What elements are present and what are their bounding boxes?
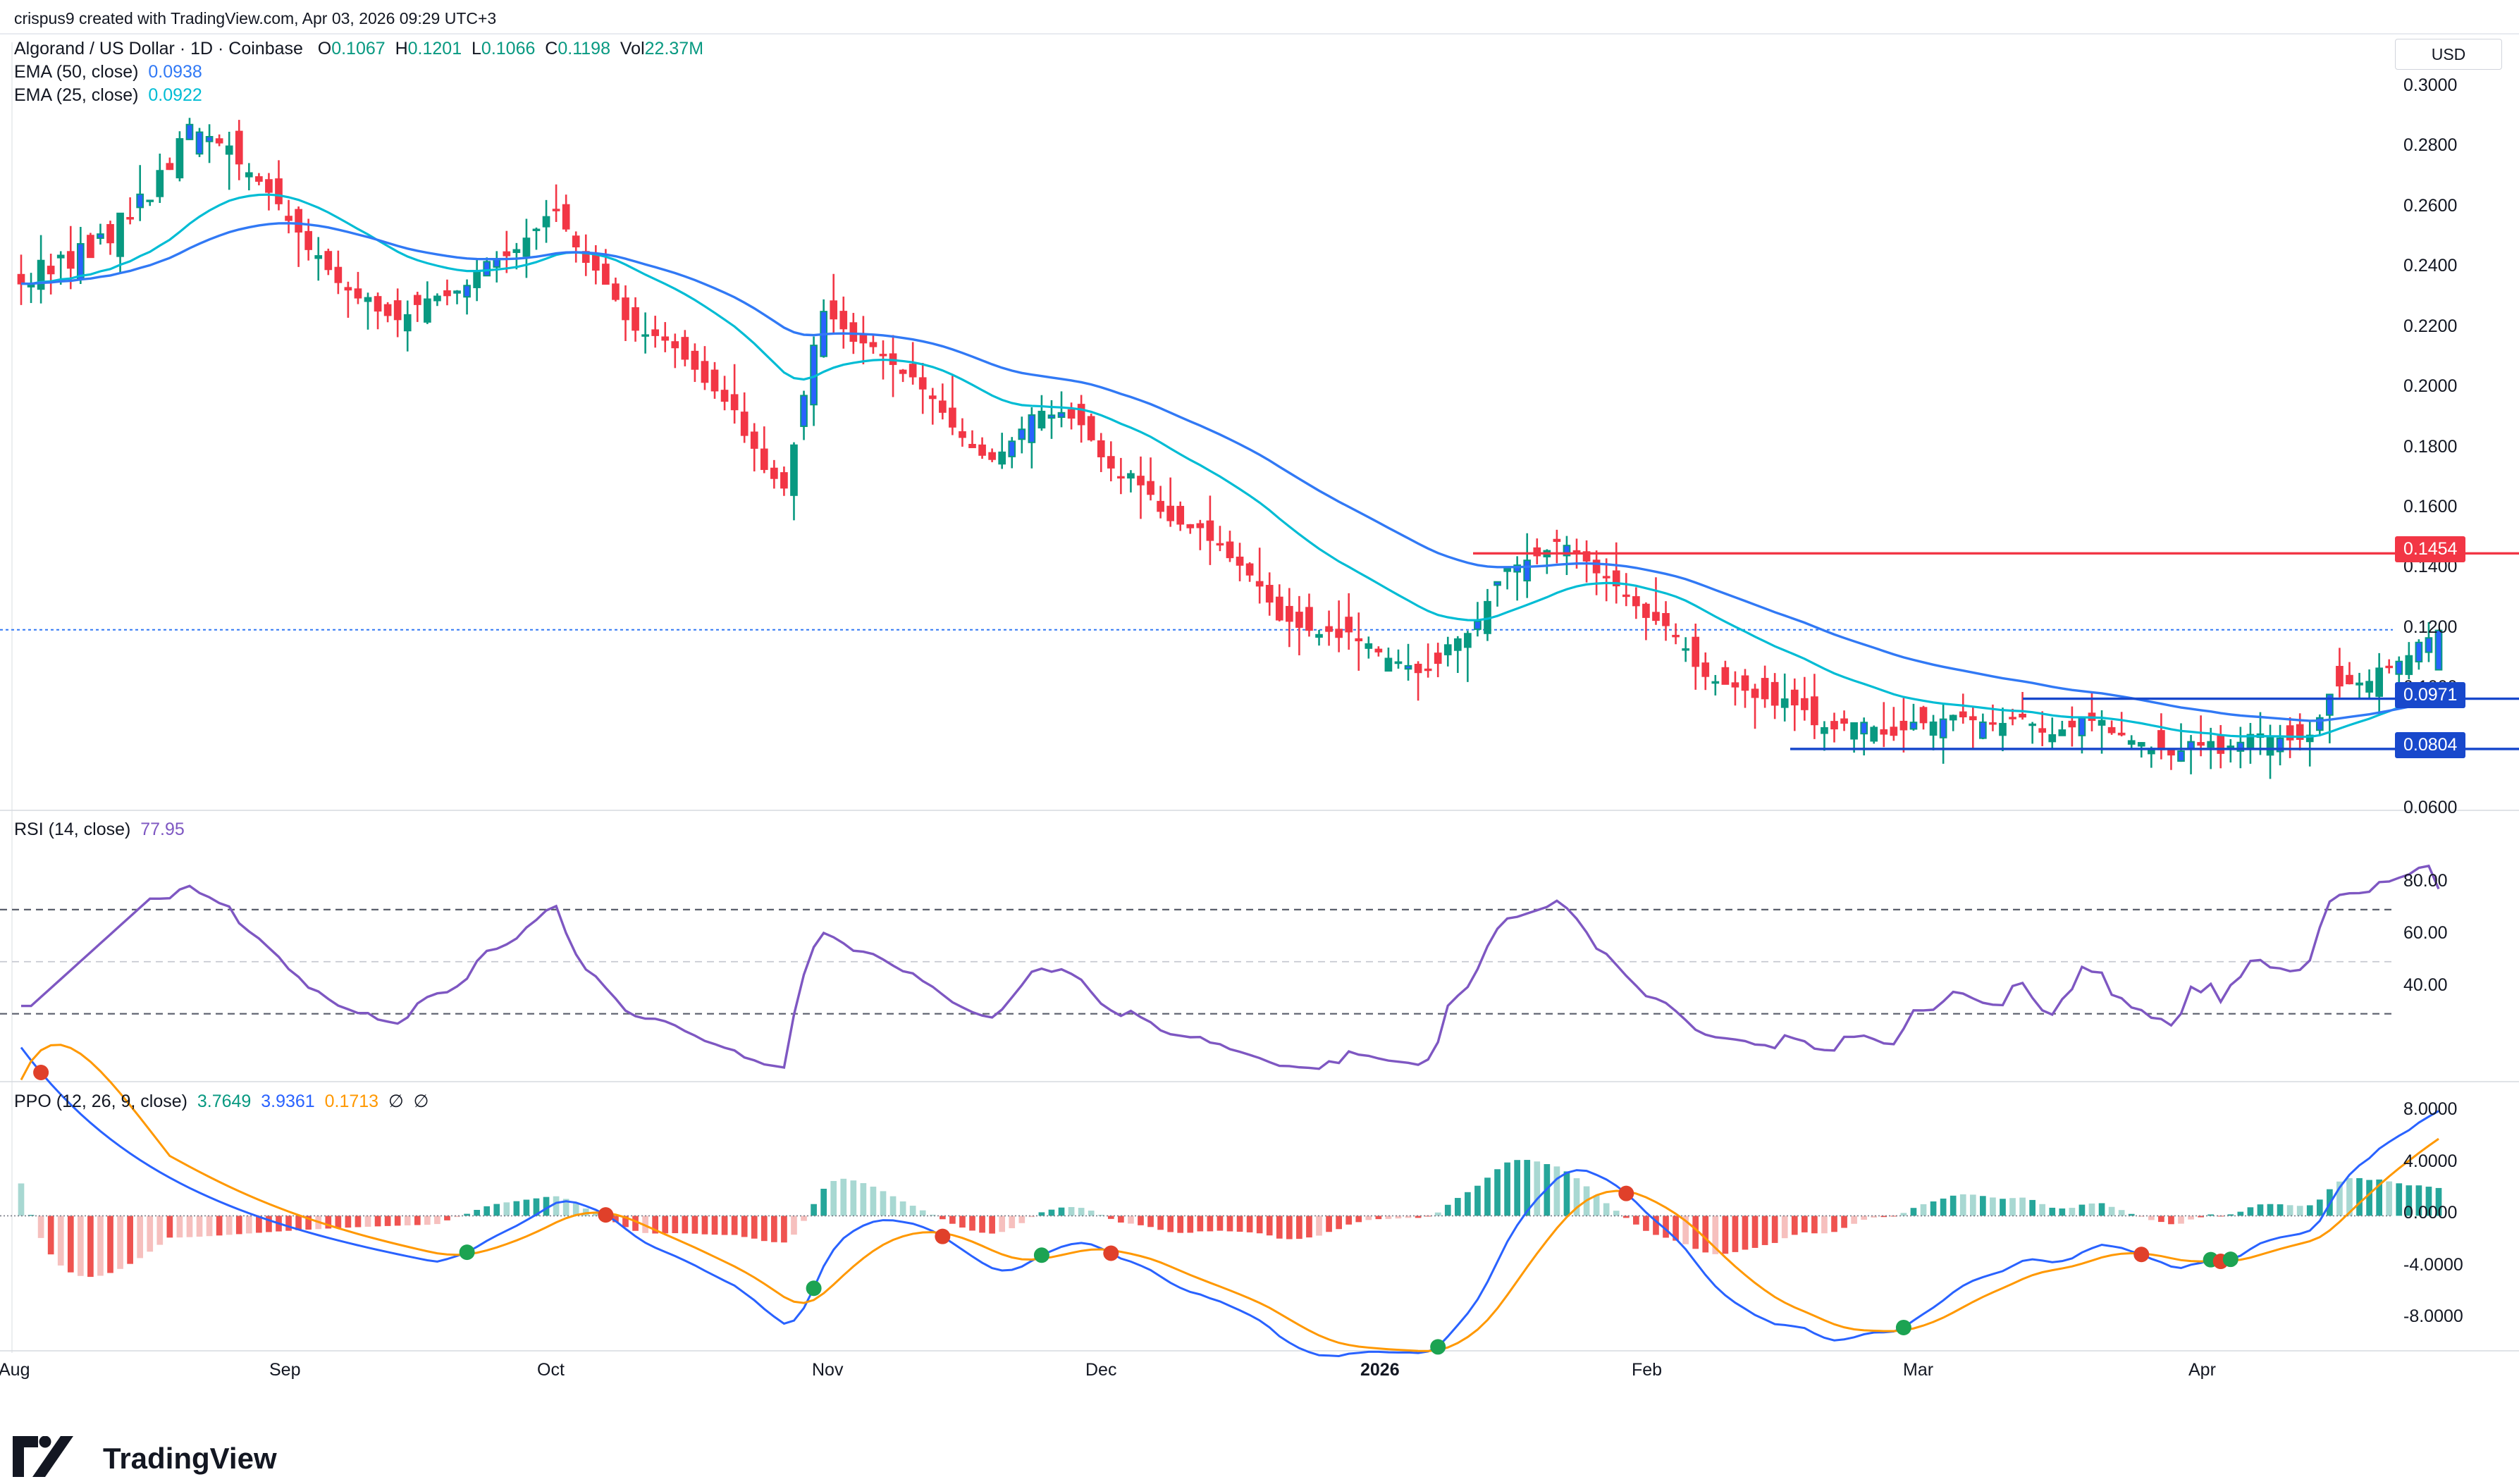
svg-text:TradingView: TradingView	[103, 1442, 277, 1475]
